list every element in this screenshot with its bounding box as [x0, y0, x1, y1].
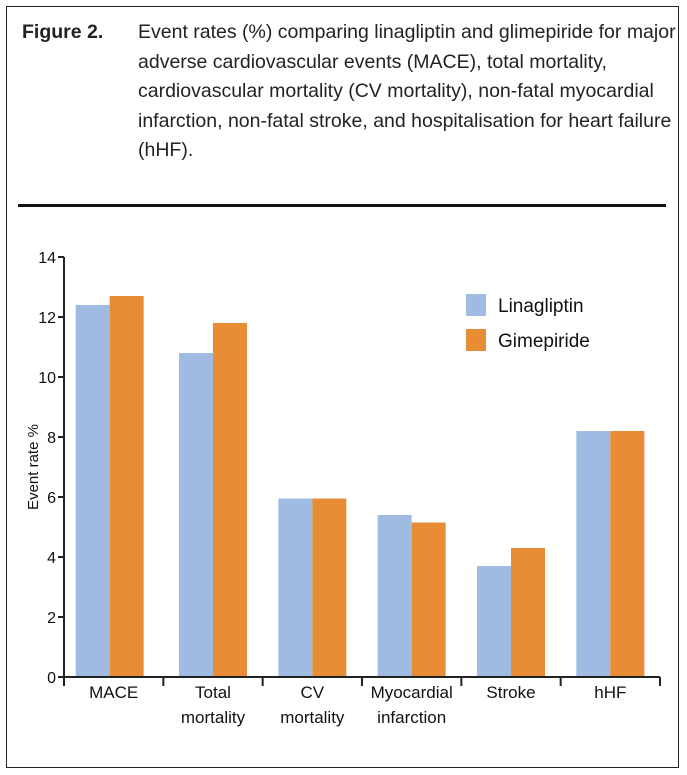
- y-tick-label: 2: [47, 610, 56, 627]
- x-tick-label: Myocardial: [371, 683, 453, 702]
- bar-gimepiride-2: [312, 498, 347, 677]
- bar-gimepiride-5: [610, 431, 645, 677]
- legend-label: Gimepiride: [498, 331, 590, 352]
- bar-linagliptin-0: [75, 305, 110, 677]
- x-tick-label: mortality: [280, 708, 345, 727]
- x-tick-label: MACE: [89, 683, 138, 702]
- caption-divider: [18, 204, 666, 207]
- legend-swatch-linagliptin: [466, 294, 486, 316]
- bar-linagliptin-5: [576, 431, 611, 677]
- y-tick-label: 12: [38, 310, 56, 327]
- y-tick-label: 10: [38, 370, 56, 387]
- bar-gimepiride-1: [213, 323, 247, 677]
- x-tick-label: Total: [195, 683, 231, 702]
- x-tick-label: infarction: [377, 708, 446, 727]
- caption-text: Event rates (%) comparing linagliptin an…: [138, 21, 676, 161]
- caption-label: Figure 2.: [22, 21, 104, 43]
- figure-frame: [6, 6, 679, 768]
- y-tick-label: 0: [47, 670, 56, 687]
- y-axis-label: Event rate %: [25, 424, 42, 510]
- y-tick-label: 6: [47, 490, 56, 507]
- x-tick-label: CV: [301, 683, 325, 702]
- y-tick-label: 4: [47, 550, 56, 567]
- bar-linagliptin-1: [179, 353, 213, 677]
- legend-label: Linagliptin: [498, 296, 584, 317]
- bar-gimepiride-0: [109, 296, 144, 677]
- bar-linagliptin-4: [477, 566, 511, 677]
- x-tick-label: Stroke: [486, 683, 535, 702]
- bar-gimepiride-3: [411, 522, 446, 677]
- bar-gimepiride-4: [511, 548, 545, 677]
- legend-swatch-gimepiride: [466, 329, 486, 351]
- y-tick-label: 8: [47, 430, 56, 447]
- bar-linagliptin-3: [377, 515, 412, 677]
- y-tick-label: 14: [38, 250, 56, 267]
- x-tick-label: hHF: [594, 683, 626, 702]
- x-tick-label: mortality: [181, 708, 246, 727]
- bar-linagliptin-2: [278, 498, 313, 677]
